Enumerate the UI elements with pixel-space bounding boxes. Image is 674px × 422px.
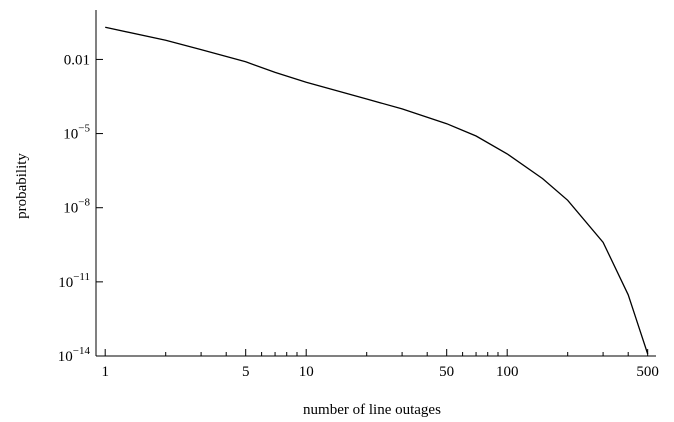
y-tick-exponent: −8 [78, 197, 90, 209]
x-tick-label: 1 [101, 364, 109, 380]
y-tick-base: 10 [58, 349, 73, 365]
y-tick-label: 10−5 [63, 123, 90, 143]
y-tick-base: 10 [63, 127, 78, 143]
y-axis-label: probability [14, 153, 30, 219]
y-tick-base: 10 [63, 201, 78, 217]
x-axis-ticks: 1 5 10 50 100 500 [101, 349, 659, 380]
y-tick-exponent: −11 [73, 271, 90, 283]
y-tick-label: 10−14 [58, 345, 91, 365]
series-group [105, 26, 649, 355]
x-axis-label: number of line outages [303, 402, 441, 418]
x-tick-label: 5 [242, 364, 250, 380]
x-tick-label: 10 [299, 364, 314, 380]
x-tick-label: 500 [636, 364, 659, 380]
y-tick-label: 10−8 [63, 197, 90, 217]
y-tick-exponent: −5 [78, 123, 90, 135]
plot-axes [95, 10, 656, 357]
x-tick-label: 100 [496, 364, 519, 380]
y-tick-exponent: −14 [73, 345, 91, 357]
series-line [105, 26, 649, 355]
y-tick-label: 10−11 [58, 271, 90, 291]
y-tick-label: 0.01 [64, 52, 90, 68]
x-tick-label: 50 [439, 364, 454, 380]
y-tick-base: 10 [58, 275, 73, 291]
